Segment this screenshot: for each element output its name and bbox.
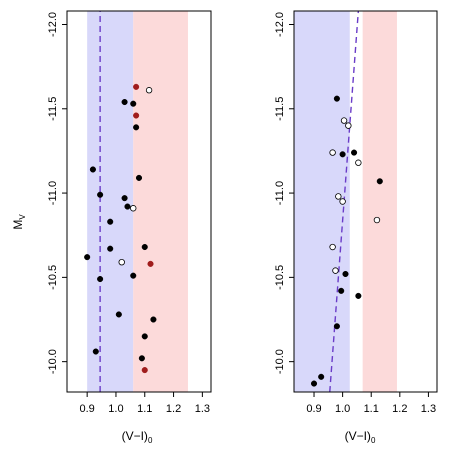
- x-tick-label: 0.9: [306, 403, 321, 415]
- filled-data-point: [92, 348, 99, 355]
- filled-data-point: [342, 270, 349, 278]
- filled-data-point: [333, 323, 340, 330]
- open-data-point: [329, 149, 336, 156]
- y-tick-label: -11.5: [274, 97, 286, 121]
- filled-data-point: [89, 166, 96, 173]
- filled-data-point: [150, 316, 157, 323]
- filled-data-point: [338, 287, 345, 294]
- filled-data-point: [138, 355, 145, 362]
- y-tick-label: -10.5: [274, 265, 286, 290]
- filled-data-point: [121, 98, 128, 106]
- right-x-axis-label: (V−I)0: [345, 429, 376, 445]
- x-tick-label: 1.2: [392, 403, 407, 415]
- y-tick-label: -10.0: [47, 349, 59, 374]
- filled-data-point: [130, 272, 137, 279]
- filled-data-point: [351, 149, 358, 156]
- y-tick-label: -12.0: [47, 12, 59, 37]
- y-tick-label: -11.0: [274, 181, 286, 205]
- filled-data-point: [147, 260, 154, 267]
- filled-data-point: [141, 243, 148, 251]
- x-tick-label: 1.3: [195, 403, 210, 415]
- filled-data-point: [97, 191, 104, 198]
- x-tick-label: 1.0: [335, 403, 350, 415]
- filled-data-point: [339, 151, 346, 158]
- open-data-point: [145, 87, 153, 94]
- filled-data-point: [133, 124, 140, 131]
- filled-data-point: [124, 203, 131, 210]
- filled-data-point: [97, 275, 104, 283]
- filled-data-point: [141, 333, 148, 340]
- color-band-0: [87, 11, 134, 392]
- filled-data-point: [107, 245, 114, 252]
- open-data-point: [118, 258, 125, 266]
- filled-data-point: [121, 195, 128, 202]
- x-tick-label: 1.2: [166, 403, 181, 415]
- y-tick-label: -11.0: [47, 181, 59, 205]
- filled-data-point: [318, 373, 325, 380]
- open-data-point: [339, 198, 346, 205]
- filled-data-point: [135, 174, 143, 181]
- filled-data-point: [141, 367, 148, 374]
- plot-frame: [293, 10, 438, 393]
- open-data-point: [335, 193, 342, 200]
- open-data-point: [130, 205, 137, 212]
- filled-data-point: [115, 311, 122, 318]
- open-data-point: [332, 267, 339, 274]
- filled-data-point: [130, 100, 137, 107]
- filled-data-point: [107, 218, 114, 225]
- open-data-point: [329, 243, 336, 251]
- color-band-1: [133, 11, 188, 392]
- filled-data-point: [355, 292, 362, 299]
- plot-frame: [66, 10, 212, 393]
- x-tick-label: 1.0: [108, 403, 123, 415]
- y-axis-label: MV: [11, 214, 27, 230]
- left-x-axis-label: (V−I)0: [122, 429, 153, 445]
- filled-data-point: [376, 178, 383, 185]
- x-tick-label: 1.1: [364, 403, 379, 415]
- plot-area: [294, 11, 397, 392]
- filled-data-point: [310, 380, 318, 387]
- x-tick-label: 1.3: [421, 403, 436, 415]
- open-data-point: [340, 117, 348, 124]
- right-panel: 0.9 1.0 1.1 1.2 1.3 -10.0 -10.5 -11.0 -11.5 -12.0: [274, 10, 438, 415]
- open-data-point: [373, 216, 381, 224]
- y-tick-label: -12.0: [274, 12, 286, 37]
- plot-area: [84, 11, 188, 392]
- x-tick-label: 0.9: [80, 403, 95, 415]
- y-tick-label: -10.0: [274, 349, 286, 374]
- filled-data-point: [133, 83, 140, 90]
- filled-data-point: [133, 112, 140, 119]
- filled-data-point: [333, 95, 340, 102]
- open-data-point: [345, 122, 352, 129]
- filled-data-point: [84, 254, 91, 261]
- y-tick-label: -11.5: [47, 97, 59, 121]
- y-tick-label: -10.5: [47, 265, 59, 290]
- x-tick-label: 1.1: [137, 403, 152, 415]
- left-panel: 0.9 1.0 1.1 1.2 1.3 -10.0 -10.5 -11.0 -11.5 -12.0: [47, 10, 212, 415]
- color-band-1: [362, 11, 397, 392]
- open-data-point: [355, 159, 362, 166]
